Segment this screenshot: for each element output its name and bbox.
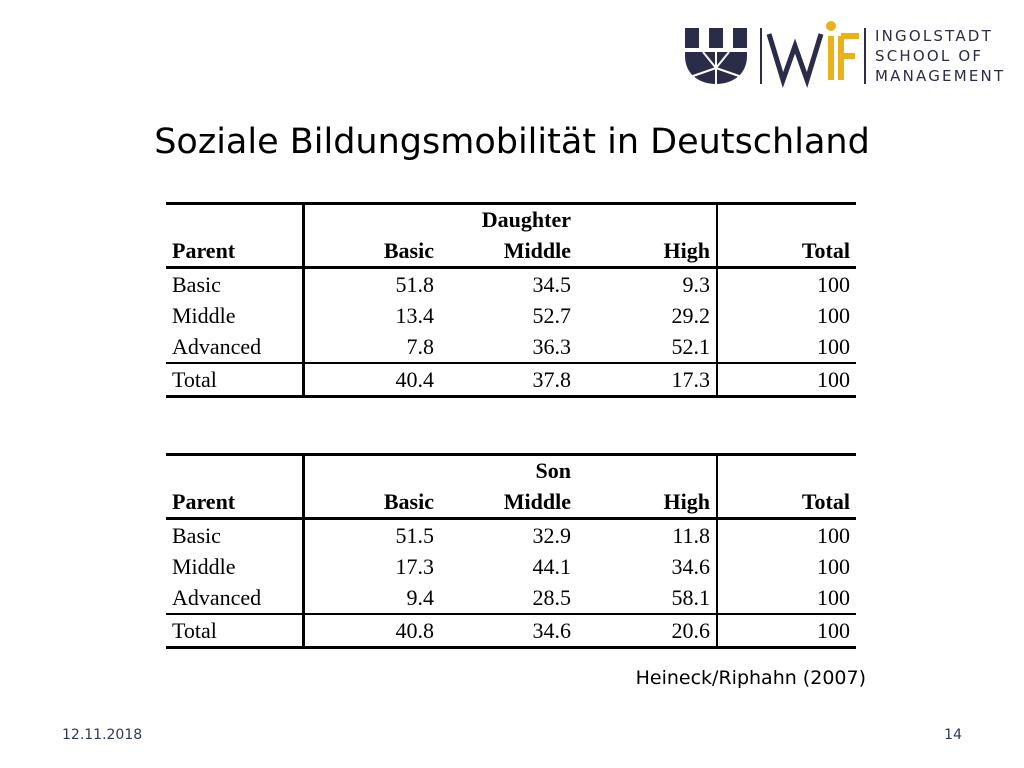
table-row: Basic 51.8 34.5 9.3 100 xyxy=(166,267,856,300)
table-cell: 100 xyxy=(817,522,850,548)
logo-line-2: SCHOOL OF xyxy=(875,47,984,65)
table-cell: 40.8 xyxy=(303,613,440,649)
table-total-row: Total 40.8 34.6 20.6 100 xyxy=(166,613,856,649)
logo-wordmark: INGOLSTADT SCHOOL OF MANAGEMENT xyxy=(875,26,1005,86)
column-header: Parent xyxy=(166,486,305,520)
table-cell: 9.4 xyxy=(406,584,435,610)
table-cell: 44.1 xyxy=(532,553,572,579)
page-number: 14 xyxy=(944,727,962,743)
table-cell: 34.6 xyxy=(440,613,577,649)
table-header-row: Parent Basic Middle High Total xyxy=(166,235,856,269)
table-row: Advanced 7.8 36.3 52.1 100 xyxy=(166,331,856,363)
table-cell: 37.8 xyxy=(440,362,577,398)
table-cell: 17.3 xyxy=(577,362,718,398)
row-label: Total xyxy=(166,613,305,649)
row-label: Advanced xyxy=(166,331,305,363)
column-header: Total xyxy=(717,235,856,269)
column-header: Total xyxy=(717,486,856,520)
table-cell: 100 xyxy=(817,553,850,579)
table-cell: 7.8 xyxy=(406,333,435,359)
table-row: Middle 17.3 44.1 34.6 100 xyxy=(166,551,856,582)
mobility-table-son: Son Parent Basic Middle High Total Basic… xyxy=(166,453,856,649)
table-cell: 20.6 xyxy=(577,613,718,649)
column-header: Middle xyxy=(440,235,577,269)
table-cell: 29.2 xyxy=(577,300,718,331)
table-group-row: Son xyxy=(166,453,856,486)
table-cell: 58.1 xyxy=(577,582,718,614)
table-cell: 52.1 xyxy=(577,331,718,363)
group-label: Son xyxy=(440,453,577,486)
row-label: Basic xyxy=(166,518,305,551)
logo-line-3: MANAGEMENT xyxy=(875,67,1006,85)
school-logo: INGOLSTADT SCHOOL OF MANAGEMENT xyxy=(683,18,1003,88)
table-header-row: Parent Basic Middle High Total xyxy=(166,486,856,520)
table-cell: 28.5 xyxy=(532,584,572,610)
column-header: High xyxy=(577,486,718,520)
row-label: Total xyxy=(166,362,305,398)
table-cell: 13.4 xyxy=(395,302,435,328)
table-group-row: Daughter xyxy=(166,202,856,235)
table-row: Middle 13.4 52.7 29.2 100 xyxy=(166,300,856,331)
row-label: Middle xyxy=(166,551,305,582)
wf-monogram-icon xyxy=(760,21,866,88)
column-header: Basic xyxy=(303,235,440,269)
table-cell: 100 xyxy=(817,271,850,297)
column-header: Parent xyxy=(166,235,305,269)
source-citation: Heineck/Riphahn (2007) xyxy=(635,667,866,689)
column-header: Basic xyxy=(303,486,440,520)
table-cell: 100 xyxy=(817,333,850,359)
table-cell: 32.9 xyxy=(532,522,572,548)
table-total-row: Total 40.4 37.8 17.3 100 xyxy=(166,362,856,398)
table-cell: 40.4 xyxy=(303,362,440,398)
column-header: Middle xyxy=(440,486,577,520)
table-cell: 34.6 xyxy=(577,551,718,582)
row-label: Basic xyxy=(166,267,305,300)
table-cell: 100 xyxy=(717,613,856,649)
footer-date: 12.11.2018 xyxy=(62,727,143,743)
table-row: Advanced 9.4 28.5 58.1 100 xyxy=(166,582,856,614)
table-cell: 34.5 xyxy=(532,271,572,297)
logo-line-1: INGOLSTADT xyxy=(875,27,993,45)
table-cell: 52.7 xyxy=(532,302,572,328)
table-cell: 9.3 xyxy=(577,267,718,300)
table-cell: 100 xyxy=(717,362,856,398)
table-row: Basic 51.5 32.9 11.8 100 xyxy=(166,518,856,551)
table-cell: 36.3 xyxy=(532,333,572,359)
group-label: Daughter xyxy=(440,202,577,235)
table-cell: 100 xyxy=(817,584,850,610)
row-label: Middle xyxy=(166,300,305,331)
row-label: Advanced xyxy=(166,582,305,614)
shield-emblem-icon xyxy=(685,28,747,84)
table-cell: 100 xyxy=(817,302,850,328)
table-cell: 11.8 xyxy=(577,518,718,551)
mobility-table-daughter: Daughter Parent Basic Middle High Total … xyxy=(166,202,856,398)
slide-title: Soziale Bildungsmobilität in Deutschland xyxy=(154,122,870,162)
table-cell: 51.8 xyxy=(395,271,435,297)
column-header: High xyxy=(577,235,718,269)
table-cell: 17.3 xyxy=(395,553,435,579)
table-cell: 51.5 xyxy=(395,522,435,548)
